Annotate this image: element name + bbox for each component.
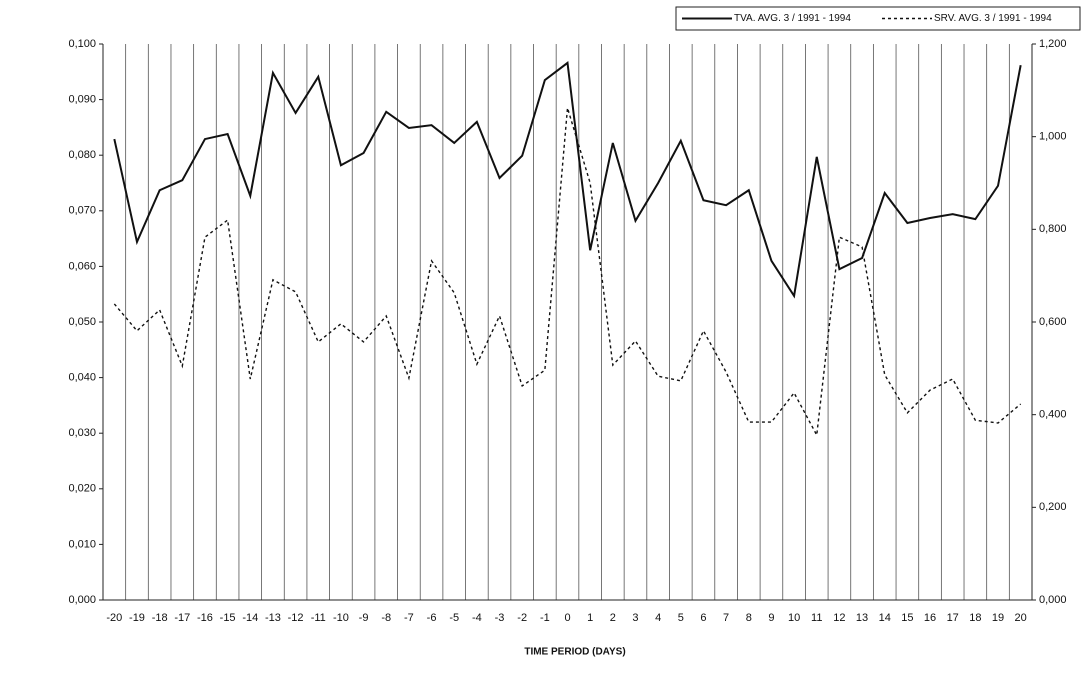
- y-tick-label: 0,080: [68, 149, 96, 161]
- x-tick-label: 5: [678, 612, 684, 624]
- x-tick-label: -15: [220, 612, 236, 624]
- legend: TVA. AVG. 3 / 1991 - 1994 SRV. AVG. 3 / 1…: [675, 6, 1081, 31]
- y2-tick-label: 0,000: [1039, 594, 1067, 606]
- x-tick-label: 14: [879, 612, 891, 624]
- x-tick-label: 12: [833, 612, 845, 624]
- y-tick-label: 0,000: [68, 594, 96, 606]
- data-line: [113, 107, 1022, 438]
- x-tick-label: -14: [242, 612, 258, 624]
- y-tick-label: 0,020: [68, 483, 96, 495]
- legend-label: TVA. AVG. 3 / 1991 - 1994: [734, 13, 851, 24]
- x-tick-label: 0: [564, 612, 570, 624]
- x-tick-label: -18: [152, 612, 168, 624]
- x-tick-label: 17: [947, 612, 959, 624]
- x-tick-label: 6: [700, 612, 706, 624]
- y2-tick-label: 0,600: [1039, 316, 1067, 328]
- x-tick-label: 9: [768, 612, 774, 624]
- x-tick-label: 16: [924, 612, 936, 624]
- x-tick-label: -17: [174, 612, 190, 624]
- y-tick-label: 0,040: [68, 372, 96, 384]
- x-tick-label: -2: [517, 612, 527, 624]
- x-tick-label: -1: [540, 612, 550, 624]
- x-tick-label: 18: [969, 612, 981, 624]
- x-tick-label: -4: [472, 612, 482, 624]
- y-tick-label: 0,100: [68, 38, 96, 50]
- x-tick-label: 11: [811, 612, 822, 624]
- y2-tick-label: 0,800: [1039, 223, 1067, 235]
- x-tick-label: -6: [427, 612, 437, 624]
- x-tick-label: -16: [197, 612, 213, 624]
- x-tick-label: 8: [746, 612, 752, 624]
- x-tick-label: -10: [333, 612, 349, 624]
- y2-tick-label: 0,400: [1039, 409, 1067, 421]
- x-axis-title: TIME PERIOD (DAYS): [524, 647, 625, 658]
- y-tick-label: 0,090: [68, 94, 96, 106]
- data-line: [113, 61, 1022, 299]
- x-tick-label: 2: [610, 612, 616, 624]
- x-tick-label: 1: [587, 612, 593, 624]
- x-tick-label: -3: [495, 612, 505, 624]
- x-tick-label: -7: [404, 612, 414, 624]
- x-tick-label: -8: [381, 612, 391, 624]
- x-tick-label: 10: [788, 612, 800, 624]
- y-tick-label: 0,010: [68, 538, 96, 550]
- x-tick-label: 20: [1015, 612, 1027, 624]
- x-tick-label: -20: [106, 612, 122, 624]
- x-tick-label: -9: [359, 612, 369, 624]
- y2-tick-label: 0,200: [1039, 501, 1067, 513]
- y-tick-label: 0,030: [68, 427, 96, 439]
- x-tick-label: 19: [992, 612, 1004, 624]
- y2-tick-label: 1,000: [1039, 131, 1067, 143]
- x-tick-label: -19: [129, 612, 145, 624]
- y2-tick-label: 1,200: [1039, 38, 1067, 50]
- y-tick-label: 0,050: [68, 316, 96, 328]
- x-tick-label: -13: [265, 612, 281, 624]
- legend-box: [675, 6, 1081, 31]
- legend-label: SRV. AVG. 3 / 1991 - 1994: [934, 13, 1052, 24]
- y-tick-label: 0,060: [68, 260, 96, 272]
- x-tick-label: 15: [901, 612, 913, 624]
- x-tick-label: -12: [288, 612, 304, 624]
- x-tick-label: 4: [655, 612, 661, 624]
- x-tick-label: 7: [723, 612, 729, 624]
- x-tick-label: -11: [311, 612, 326, 624]
- x-tick-label: 3: [632, 612, 638, 624]
- x-tick-label: 13: [856, 612, 868, 624]
- x-tick-label: -5: [449, 612, 459, 624]
- y-tick-label: 0,070: [68, 205, 96, 217]
